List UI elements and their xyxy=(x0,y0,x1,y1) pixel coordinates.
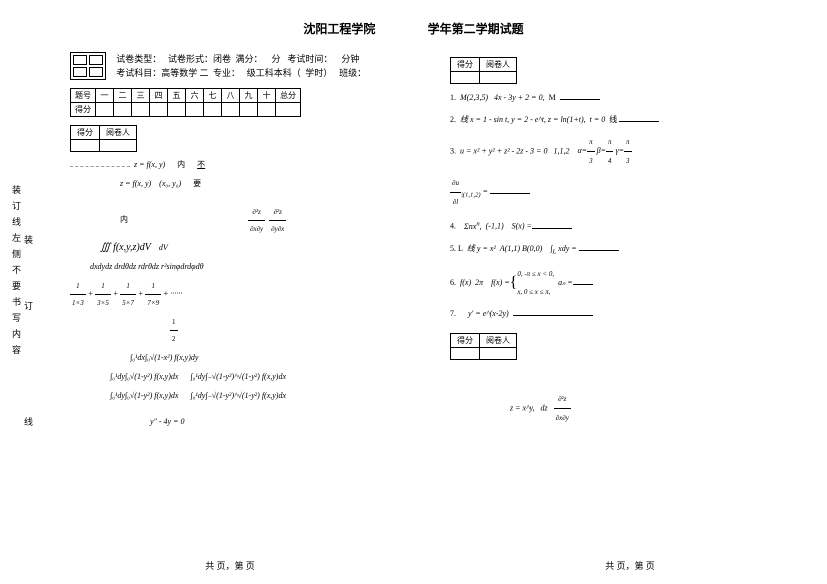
binding-note-vertical: 装订线左侧不要书写内容 xyxy=(12,182,24,358)
binding-marks: 装 订 线 xyxy=(24,232,36,430)
right-bottom-question: z = x^y, dz ∂²z∂x∂y xyxy=(450,390,790,427)
seal-grid xyxy=(70,52,106,80)
school-name: 沈阳工程学院 xyxy=(303,20,375,37)
score-box-1: 得分阅卷人 xyxy=(70,125,137,152)
page-header: 沈阳工程学院 学年第二学期试题 xyxy=(30,20,797,37)
footer-left: 共 页，第 页 xyxy=(30,559,430,572)
page-footer: 共 页，第 页 共 页，第 页 xyxy=(30,559,827,572)
footer-right: 共 页，第 页 xyxy=(430,559,827,572)
main-columns: 装订线左侧不要书写内容 装 订 线 试卷类型： 试卷形式：闭卷 满分： 分 考试… xyxy=(30,52,797,542)
right-column: 得分阅卷人 1. M(2,3,5) 4x - 3y + 2 = 0, M 2. … xyxy=(450,52,790,542)
score-box-3: 得分阅卷人 xyxy=(450,333,517,360)
exam-page: 沈阳工程学院 学年第二学期试题 装订线左侧不要书写内容 装 订 线 试卷类型： … xyxy=(0,0,827,584)
score-box-2: 得分阅卷人 xyxy=(450,57,517,84)
question-score-table: 题号一二 三四五 六七八 九十总分 得分 xyxy=(70,88,301,117)
exam-title: 学年第二学期试题 xyxy=(428,20,524,37)
right-questions: 1. M(2,3,5) 4x - 3y + 2 = 0, M 2. 线 x = … xyxy=(450,89,790,323)
left-column: 装订线左侧不要书写内容 装 订 线 试卷类型： 试卷形式：闭卷 满分： 分 考试… xyxy=(30,52,430,542)
exam-info: 试卷类型： 试卷形式：闭卷 满分： 分 考试时间： 分钟 考试科目：高等数学 二… xyxy=(70,52,430,80)
left-questions: z = f(x, y) 内 不 z = f(x, y) (x₀, y₀) 要 内… xyxy=(70,157,430,430)
